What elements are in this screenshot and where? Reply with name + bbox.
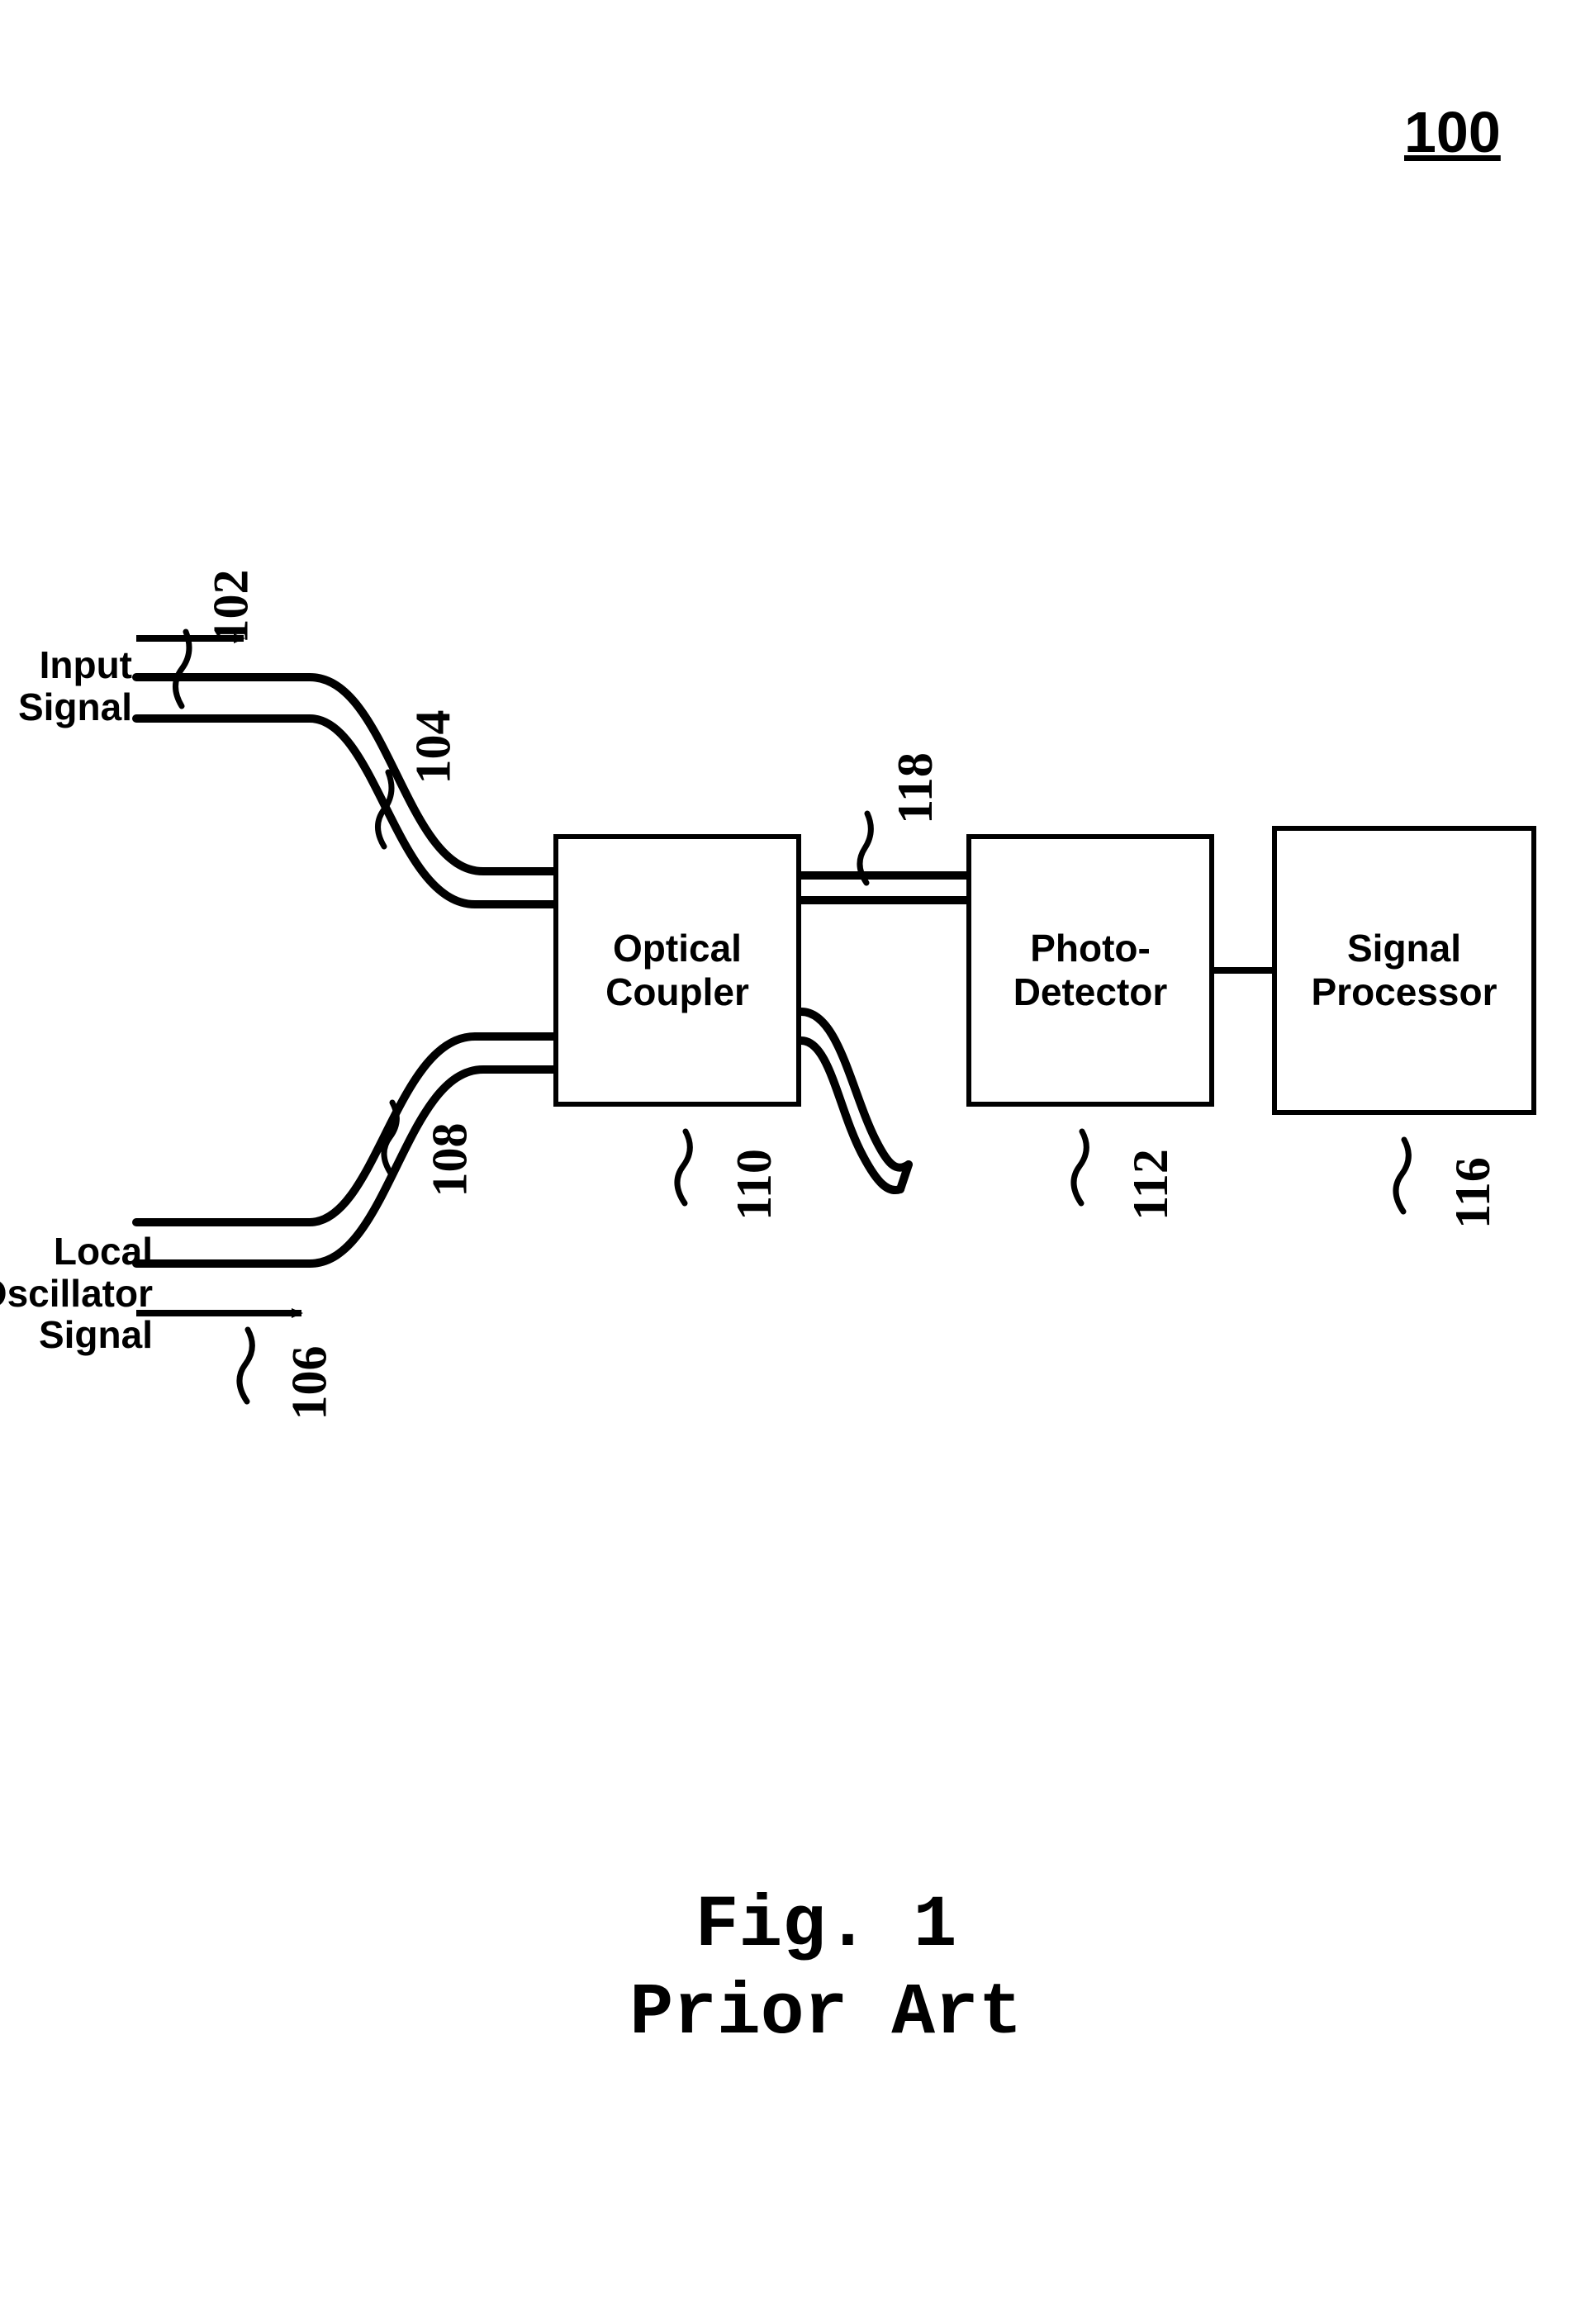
squiggle-106 bbox=[240, 1330, 252, 1402]
figure-caption: Fig. 1 Prior Art bbox=[496, 1883, 1156, 2057]
label-line: Oscillator bbox=[0, 1272, 153, 1315]
block-label-line: Detector bbox=[1013, 970, 1168, 1014]
block-label-line: Optical bbox=[613, 927, 742, 970]
label-local-oscillator-signal: Local Oscillator Signal bbox=[0, 1231, 153, 1356]
ref-110: 110 bbox=[726, 1149, 783, 1221]
block-signal-processor: Signal Processor bbox=[1272, 826, 1536, 1115]
squiggle-110 bbox=[677, 1131, 690, 1203]
squiggle-116 bbox=[1396, 1140, 1408, 1212]
fiber-input-bottom-lower bbox=[136, 1070, 553, 1264]
ref-116: 116 bbox=[1445, 1157, 1502, 1229]
squiggle-102 bbox=[176, 632, 190, 706]
ref-112: 112 bbox=[1122, 1149, 1179, 1221]
fiber-input-top-upper bbox=[136, 677, 553, 871]
block-label-line: Signal bbox=[1347, 927, 1461, 970]
block-label-line: Processor bbox=[1311, 970, 1497, 1014]
squiggle-118 bbox=[860, 813, 871, 883]
squiggle-108 bbox=[384, 1103, 396, 1174]
fiber-coupler-stub-upper bbox=[801, 1012, 909, 1168]
fiber-input-top-lower bbox=[136, 719, 553, 904]
figure-page: 100 Optical Coupler Photo- Detector Sign… bbox=[0, 0, 1571, 2324]
label-line: Input bbox=[40, 643, 132, 686]
caption-line: Fig. 1 bbox=[695, 1885, 957, 1967]
block-optical-coupler: Optical Coupler bbox=[553, 834, 801, 1107]
block-label-line: Photo- bbox=[1030, 927, 1151, 970]
block-photo-detector: Photo- Detector bbox=[966, 834, 1214, 1107]
ref-106: 106 bbox=[282, 1346, 339, 1420]
label-input-signal: Input Signal bbox=[0, 644, 132, 728]
fiber-coupler-stub-lower bbox=[801, 1041, 900, 1190]
figure-number: 100 bbox=[1404, 99, 1501, 165]
label-line: Signal bbox=[18, 685, 132, 728]
label-line: Local bbox=[54, 1230, 153, 1273]
ref-118: 118 bbox=[887, 752, 944, 824]
label-line: Signal bbox=[39, 1313, 153, 1356]
caption-line: Prior Art bbox=[629, 1973, 1022, 2055]
ref-108: 108 bbox=[422, 1123, 479, 1198]
ref-102: 102 bbox=[203, 570, 260, 644]
fiber-input-bottom-upper bbox=[136, 1036, 553, 1222]
squiggle-112 bbox=[1074, 1131, 1086, 1203]
ref-104: 104 bbox=[406, 710, 463, 785]
block-label-line: Coupler bbox=[605, 970, 749, 1014]
fiber-coupler-stub-cap bbox=[900, 1164, 909, 1189]
squiggle-104 bbox=[378, 772, 392, 847]
